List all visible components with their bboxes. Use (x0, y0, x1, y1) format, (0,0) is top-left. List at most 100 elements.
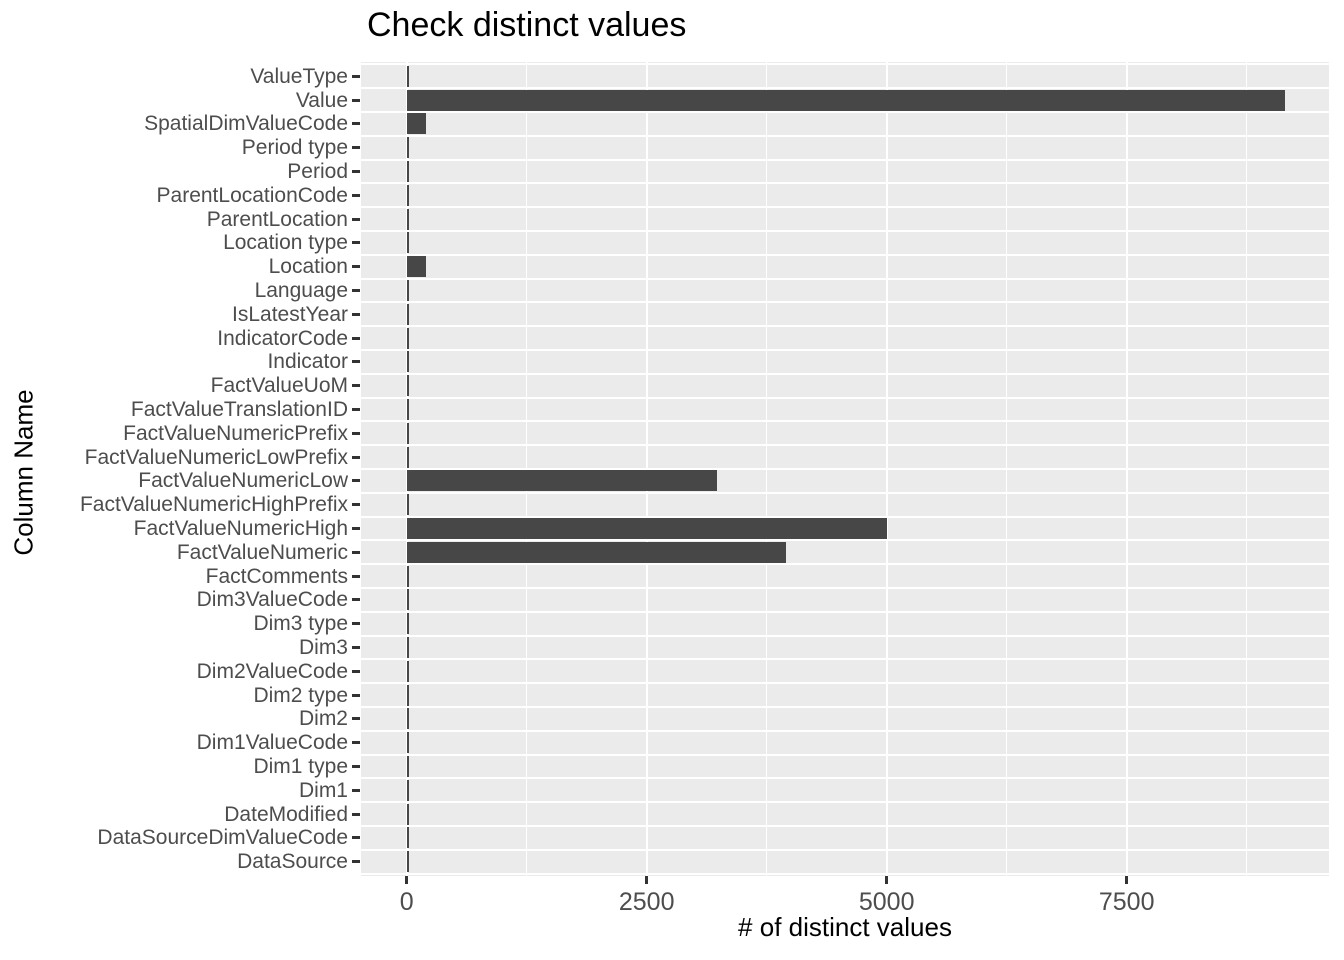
y-tick-mark (352, 503, 360, 507)
bar (406, 399, 409, 420)
y-tick-label: Dim2ValueCode (196, 659, 348, 683)
gridline-row-horizontal (361, 587, 1329, 589)
y-tick-label: Dim2 type (253, 683, 348, 707)
bar (406, 303, 409, 325)
gridline-row-horizontal (361, 872, 1329, 875)
bar (406, 708, 409, 730)
y-tick-mark (352, 408, 360, 411)
gridline-row-horizontal (361, 801, 1329, 804)
gridline-row-horizontal (361, 206, 1329, 209)
y-tick-mark (352, 646, 360, 649)
x-tick-mark (645, 876, 649, 884)
y-tick-label: FactValueTranslationID (130, 398, 348, 421)
y-tick-label: ValueType (250, 64, 348, 88)
bar (406, 470, 717, 492)
gridline-row-horizontal (361, 372, 1329, 375)
y-tick-label: ParentLocationCode (156, 183, 348, 207)
bar (406, 851, 409, 873)
gridline-row-horizontal (361, 349, 1329, 351)
y-tick-label: FactValueNumericHigh (133, 517, 348, 540)
bar (406, 327, 409, 349)
y-tick-mark (352, 836, 360, 840)
gridline-row-horizontal (361, 753, 1329, 756)
y-tick-label: FactValueNumericLow (138, 469, 348, 493)
y-tick-label: Location type (223, 231, 348, 255)
bar (406, 375, 409, 397)
gridline-row-horizontal (361, 848, 1329, 851)
x-tick-label: 5000 (858, 888, 915, 916)
y-tick-label: Dim2 (298, 707, 348, 731)
gridline-row-horizontal (361, 634, 1329, 637)
bar (406, 184, 409, 206)
y-tick-label: IndicatorCode (217, 326, 348, 350)
bar (406, 637, 409, 658)
y-tick-label: Location (268, 255, 348, 279)
bar (406, 161, 409, 182)
y-tick-label: Period (287, 160, 348, 183)
gridline-row-horizontal (361, 777, 1329, 780)
bar (406, 613, 409, 635)
chart-title: Check distinct values (367, 6, 687, 44)
gridline-row-horizontal (361, 610, 1329, 613)
y-tick-label: ParentLocation (206, 207, 348, 231)
gridline-row-horizontal (361, 444, 1329, 447)
y-tick-mark (352, 360, 360, 364)
y-tick-label: SpatialDimValueCode (144, 112, 348, 136)
y-tick-label: Dim3 (298, 636, 348, 659)
y-tick-mark (352, 193, 360, 197)
gridline-row-horizontal (361, 825, 1329, 827)
bar (406, 137, 409, 159)
y-tick-label: DateModified (224, 802, 348, 826)
y-tick-mark (352, 384, 360, 388)
y-tick-mark (352, 122, 360, 126)
x-tick-label: 0 (399, 888, 414, 916)
y-tick-mark (352, 574, 360, 578)
y-tick-label: Period type (241, 136, 348, 160)
gridline-row-horizontal (361, 158, 1329, 161)
y-tick-label: Dim3 type (253, 612, 348, 636)
y-tick-label: FactValueNumericHighPrefix (79, 493, 348, 517)
gridline-row-horizontal (361, 420, 1329, 423)
bar (406, 756, 409, 777)
y-tick-mark (352, 431, 360, 435)
plot-panel (361, 62, 1329, 876)
y-tick-mark (352, 289, 360, 292)
gridline-row-horizontal (361, 491, 1329, 494)
gridline-row-horizontal (361, 182, 1329, 185)
x-tick-mark (1125, 876, 1129, 884)
gridline-row-horizontal (361, 658, 1329, 661)
bar (406, 351, 409, 373)
gridline-row-horizontal (361, 515, 1329, 518)
y-tick-label: DataSourceDimValueCode (97, 826, 348, 850)
y-tick-mark (352, 622, 360, 626)
y-tick-label: IsLatestYear (232, 302, 348, 326)
bar (406, 541, 786, 563)
gridline-row-horizontal (361, 87, 1329, 90)
y-tick-mark (352, 598, 360, 602)
x-tick-label: 7500 (1098, 888, 1155, 916)
y-tick-label: Dim1ValueCode (196, 731, 348, 755)
y-tick-mark (352, 550, 360, 554)
bar (406, 565, 409, 587)
y-tick-mark (352, 312, 360, 316)
y-tick-label: Language (254, 279, 348, 302)
y-tick-mark (352, 170, 360, 173)
y-tick-mark (352, 741, 360, 745)
gridline-row-horizontal (361, 301, 1329, 304)
gridline-row-horizontal (361, 325, 1329, 328)
gridline-row-horizontal (361, 63, 1329, 66)
bar (406, 660, 409, 682)
bar (406, 589, 409, 611)
gridline-row-horizontal (361, 253, 1329, 256)
y-tick-label: Dim1 type (253, 755, 348, 778)
gridline-row-horizontal (361, 134, 1329, 137)
y-tick-mark (352, 693, 360, 697)
y-tick-label: FactValueUoM (210, 374, 348, 398)
bar (406, 422, 409, 444)
y-tick-mark (352, 860, 360, 864)
y-tick-mark (352, 788, 360, 792)
gridline-row-horizontal (361, 230, 1329, 232)
y-tick-mark (352, 812, 360, 816)
bar (406, 518, 887, 539)
